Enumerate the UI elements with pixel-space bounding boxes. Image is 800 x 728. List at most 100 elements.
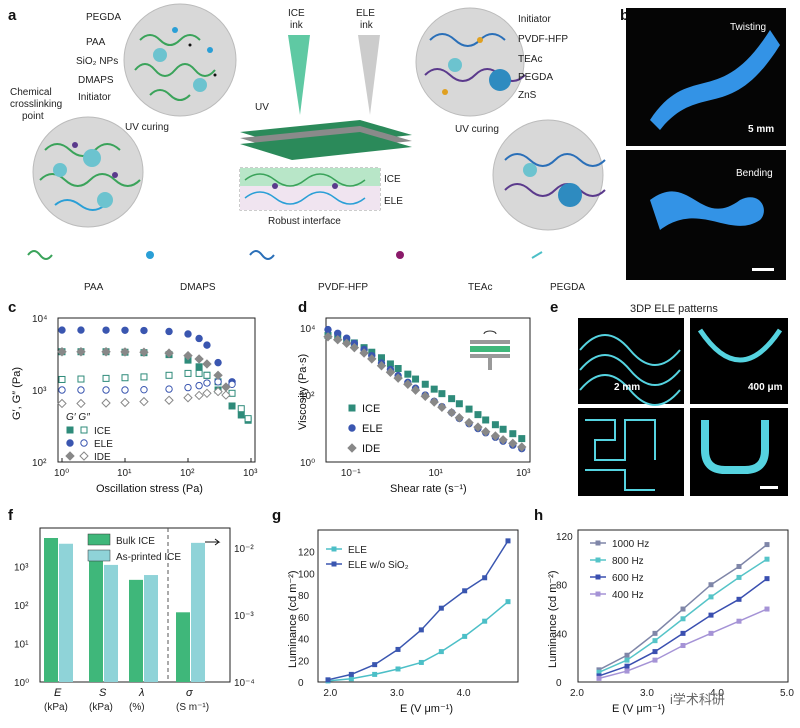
data-point [77,375,85,383]
data-point [165,385,173,393]
data-point [349,342,360,353]
bar [191,542,205,682]
data-point [680,606,686,612]
data-point [101,398,111,408]
x-axis-label: Oscillation stress (Pa) [96,483,203,495]
data-point [164,395,174,405]
y-tick-label: 120 [556,532,573,543]
data-point [454,413,465,423]
ele-ink-label-1: ELE [356,8,375,19]
data-point [437,402,447,413]
x-axis-label: E (V μm⁻¹) [612,703,665,715]
data-point [367,354,377,364]
scale-400um: 400 μm [748,382,783,393]
uv-label: UV [255,102,269,113]
panel-label-f: f [8,507,14,524]
data-point [736,574,742,580]
panel-b: b Twisting 5 mm Bending [620,7,786,280]
data-point [120,347,130,357]
data-point [652,657,658,663]
data-point [505,538,511,544]
data-point [237,411,245,419]
left-component-labels: PEGDA PAA SiO₂ NPs DMAPS Initiator [76,12,121,103]
y-tick-label: 10¹ [14,640,29,651]
panel-label-a: a [8,7,17,24]
x-category-label: E [54,687,62,699]
y-tick-label: 60 [298,613,310,624]
bar [129,579,143,682]
data-point [203,371,211,379]
data-point [372,671,378,677]
data-point [183,350,193,361]
pattern-3 [578,408,684,496]
data-point [120,397,130,408]
data-point [491,421,499,429]
data-point [764,542,770,548]
x-tick-label: 2.0 [570,688,584,699]
plot-frame [325,317,531,463]
y2-tick-label: 10⁻⁴ [234,678,255,689]
data-point [403,379,413,389]
svg-text:PAA: PAA [84,282,104,293]
data-point [140,373,148,381]
panel-label-h: h [534,507,543,524]
data-point [194,354,204,364]
data-point [57,347,67,357]
data-point [438,605,444,611]
legend-marker [595,557,601,563]
data-point [139,347,149,357]
data-point [102,326,110,334]
bending-label: Bending [736,168,773,179]
data-point [412,375,420,383]
data-point [418,627,424,633]
y-tick-label: 10² [300,391,315,402]
svg-text:PVDF-HFP: PVDF-HFP [318,282,368,293]
data-point [446,407,457,418]
data-point [213,370,223,381]
data-point [464,417,474,428]
x-tick-label: 2.0 [323,688,337,699]
data-point [77,326,85,334]
bar [89,557,103,682]
y-tick-label: 10⁰ [14,678,29,689]
x-tick-label: 10² [180,468,195,479]
scale-5mm: 5 mm [748,124,774,135]
data-point [228,402,236,410]
data-point [184,383,192,392]
bar [176,612,190,682]
svg-text:PEGDA: PEGDA [518,72,553,83]
legend-label: ELE [348,545,367,556]
elemix-circle [415,7,525,117]
ele-ink-label-2: ink [360,20,374,31]
data-point [325,677,331,683]
x-tick-label: 10¹ [428,468,443,479]
y-tick-label: 10² [32,458,47,469]
data-point [214,358,222,367]
data-point [708,630,714,636]
panel-e: e 3DP ELE patterns 2 mm 400 μm [550,299,788,496]
robust-interface-label: Robust interface [268,216,341,227]
legend-marker [348,424,356,432]
y-axis-label: Luminance (cd m⁻²) [547,570,559,668]
data-point [341,338,352,349]
data-point [121,326,129,334]
data-point [395,646,401,652]
x-tick-label: 5.0 [780,688,794,699]
chart-d: 10⁻¹ 10¹ 10³ 10⁰ 10² 10⁴ Shear rate (s⁻¹) Visco… [297,317,531,495]
data-point [490,431,501,441]
y-tick-label: 10³ [32,386,47,397]
data-point [195,334,203,343]
crosslink-label-3: point [22,111,44,122]
plot-frame [577,529,789,683]
legend-label: ICE [94,426,111,437]
data-point [244,415,252,423]
icemix-circle [123,3,237,117]
x-tick-label: 3.0 [640,688,654,699]
label-pegda: PEGDA [86,12,121,23]
legend-marker [331,546,337,552]
layer-ice-label: ICE [384,174,401,185]
data-point [596,669,602,675]
bar [59,543,73,682]
legend-label: 1000 Hz [612,539,649,550]
data-point [624,663,630,669]
